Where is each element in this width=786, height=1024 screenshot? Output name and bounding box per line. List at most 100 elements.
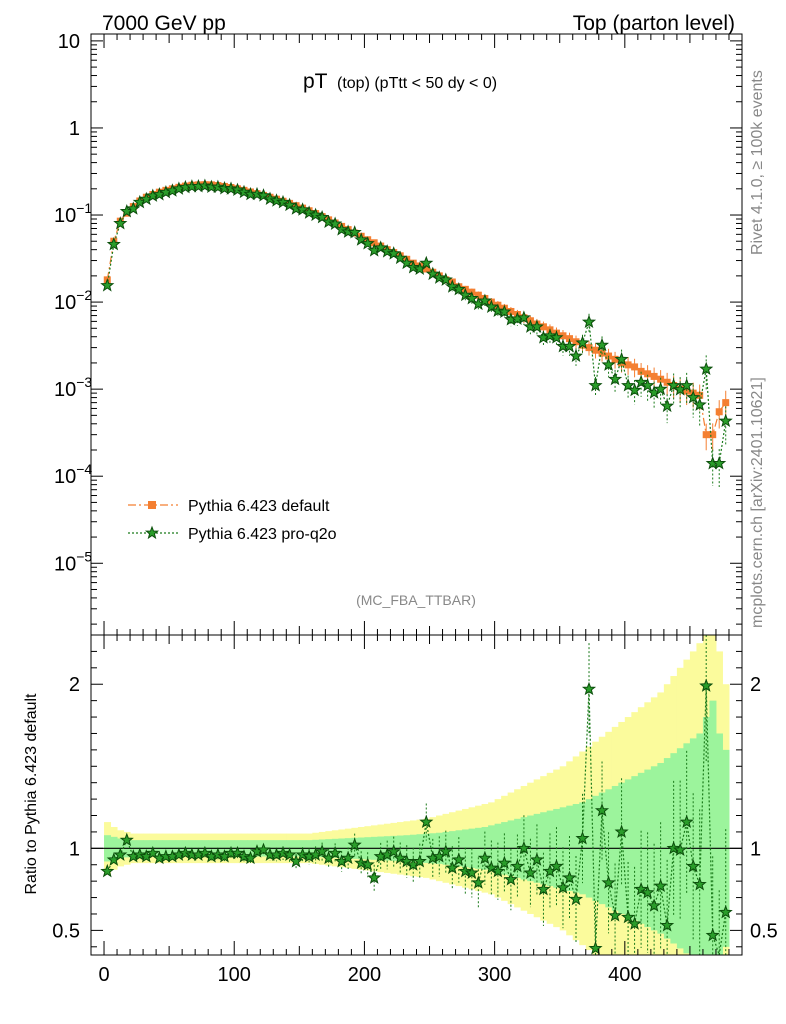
ratio-point-proq2o xyxy=(360,857,375,871)
point-proq2o xyxy=(451,282,466,296)
point-default xyxy=(565,335,573,343)
x-tick-label: 400 xyxy=(608,964,641,986)
ratio-point-proq2o xyxy=(686,859,701,873)
series-line-proq2o xyxy=(106,185,727,465)
ratio-point-proq2o xyxy=(660,918,675,932)
point-default xyxy=(572,338,580,346)
point-proq2o xyxy=(393,250,408,265)
ratio-plot-area: 0.5 0.5 1 1 2 2 xyxy=(52,634,778,956)
point-proq2o xyxy=(432,270,447,284)
header-energy-label: 7000 GeV pp xyxy=(102,12,226,35)
point-proq2o xyxy=(321,214,336,229)
point-proq2o xyxy=(354,232,369,246)
series-line-default xyxy=(106,184,727,436)
header-process-label: Top (parton level) xyxy=(573,12,735,35)
point-proq2o xyxy=(484,299,499,313)
ratio-point-proq2o xyxy=(328,845,343,860)
ratio-y-tick-label: 0.5 xyxy=(52,920,80,942)
ratio-point-proq2o xyxy=(282,847,297,861)
ratio-point-proq2o xyxy=(367,870,382,884)
point-proq2o xyxy=(549,330,564,344)
point-proq2o xyxy=(575,335,590,349)
ratio-y-tick-label: 2 xyxy=(69,674,80,696)
y-tick-label: 1 xyxy=(69,118,80,140)
ratio-point-proq2o xyxy=(341,850,356,865)
ratio-point-proq2o xyxy=(601,875,616,889)
ratio-point-proq2o xyxy=(568,891,584,906)
x-axis: 0 100 200 300 400 xyxy=(98,34,730,986)
point-proq2o xyxy=(542,328,558,342)
y-tick-label: 10−5 xyxy=(54,548,92,575)
point-proq2o xyxy=(653,381,668,396)
ratio-point-proq2o xyxy=(256,842,271,856)
ratio-point-proq2o xyxy=(315,844,330,858)
ratio-point-proq2o xyxy=(647,898,662,912)
point-proq2o xyxy=(458,287,473,302)
main-plot-area: 10 1 10−1 10−2 10−3 10−4 10−5 xyxy=(54,31,743,636)
point-proq2o xyxy=(282,197,297,212)
point-proq2o xyxy=(712,456,727,470)
point-proq2o xyxy=(594,337,610,352)
ratio-y-tick-label-right: 1 xyxy=(750,838,761,860)
point-proq2o xyxy=(477,293,492,307)
point-default xyxy=(631,363,639,371)
ratio-point-proq2o xyxy=(699,678,714,692)
ratio-point-proq2o xyxy=(529,852,544,866)
point-default xyxy=(663,378,671,386)
y-tick-label: 10−1 xyxy=(54,200,92,227)
legend-label-proq2o: Pythia 6.423 pro-q2o xyxy=(188,526,337,543)
ratio-point-proq2o xyxy=(594,803,610,817)
legend-marker-proq2o xyxy=(144,525,160,540)
point-proq2o xyxy=(601,357,616,371)
point-proq2o xyxy=(113,216,128,230)
point-proq2o xyxy=(718,413,733,428)
point-proq2o xyxy=(614,351,629,366)
point-default xyxy=(474,291,482,299)
plot-title-sub: (top) (pTtt < 50 dy < 0) xyxy=(337,75,497,92)
ratio-point-proq2o xyxy=(679,814,694,829)
rivet-version-label: Rivet 4.1.0, ≥ 100k events xyxy=(749,70,766,255)
ratio-panel: 0.5 0.5 1 1 2 2 xyxy=(52,634,778,956)
ratio-point-proq2o xyxy=(464,865,479,879)
point-default xyxy=(624,361,632,369)
point-proq2o xyxy=(275,194,291,209)
legend-entry-proq2o: Pythia 6.423 pro-q2o xyxy=(128,525,337,543)
point-proq2o xyxy=(197,178,212,192)
point-proq2o xyxy=(328,216,343,230)
y-tick-label: 10−2 xyxy=(54,287,92,314)
ratio-point-proq2o xyxy=(555,880,571,894)
legend-entry-default: Pythia 6.423 default xyxy=(128,498,330,515)
mcplots-label: mcplots.cern.ch [arXiv:2401.10621] xyxy=(749,377,766,628)
ratio-point-proq2o xyxy=(588,940,603,955)
point-proq2o xyxy=(373,240,388,254)
point-proq2o xyxy=(438,272,453,286)
x-tick-label: 300 xyxy=(478,964,511,986)
x-tick-label: 200 xyxy=(348,964,381,986)
plot-title-main: pT xyxy=(303,70,328,93)
ratio-point-proq2o xyxy=(243,850,258,865)
point-default xyxy=(722,399,730,407)
uncertainty-band-inner xyxy=(696,733,704,955)
ratio-point-proq2o xyxy=(614,824,629,838)
ratio-point-proq2o xyxy=(634,882,649,896)
point-default xyxy=(650,372,658,380)
y-tick-label: 10−4 xyxy=(54,461,92,488)
uncertainty-band-inner xyxy=(709,700,717,955)
point-proq2o xyxy=(679,378,694,392)
point-proq2o xyxy=(347,225,362,239)
legend: Pythia 6.423 default Pythia 6.423 pro-q2… xyxy=(128,498,337,543)
point-proq2o xyxy=(100,278,115,292)
ratio-point-proq2o xyxy=(549,858,564,873)
point-proq2o xyxy=(106,237,121,251)
y-tick-label: 10 xyxy=(58,31,80,53)
ratio-ylabel: Ratio to Pythia 6.423 default xyxy=(23,693,40,895)
ratio-point-proq2o xyxy=(471,875,486,889)
point-default xyxy=(702,431,710,439)
point-proq2o xyxy=(256,188,271,202)
point-proq2o xyxy=(607,371,623,386)
point-default xyxy=(715,408,723,416)
point-proq2o xyxy=(223,181,239,195)
point-proq2o xyxy=(380,244,395,258)
point-default xyxy=(507,307,515,315)
